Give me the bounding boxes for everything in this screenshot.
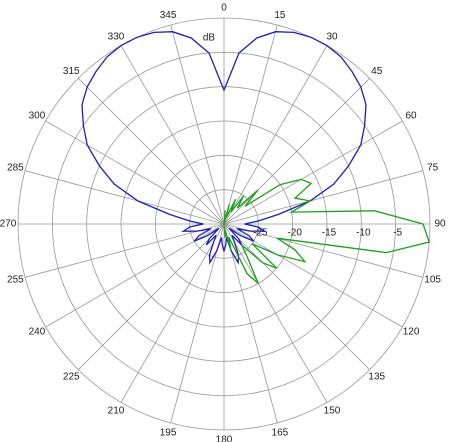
grid-spoke	[45, 120, 225, 225]
theta-tick-label: 180	[216, 435, 233, 442]
grid-spoke	[170, 24, 225, 225]
theta-tick-label: 255	[7, 275, 24, 286]
outer-ring	[17, 17, 431, 431]
grid-spoke	[120, 223, 225, 403]
theta-tick-label: 90	[434, 219, 446, 230]
grid-spoke	[223, 223, 278, 424]
theta-tick-label: 60	[405, 111, 417, 122]
theta-tick-label: 195	[160, 427, 177, 438]
series-line	[81, 31, 367, 265]
grid-spoke	[120, 45, 225, 225]
theta-tick-label: 15	[274, 10, 286, 21]
theta-tick-label: 345	[160, 10, 177, 21]
theta-tick-label: 30	[326, 32, 338, 43]
theta-tick-label: 165	[272, 427, 289, 438]
series-line	[223, 178, 431, 284]
theta-tick-label: 0	[221, 3, 227, 14]
grid-spoke	[223, 223, 370, 370]
grid-spoke	[78, 223, 225, 370]
r-tick-label: -20	[287, 228, 302, 239]
theta-tick-label: 45	[371, 66, 383, 77]
grid-spoke	[223, 223, 424, 278]
theta-tick-label: 240	[29, 327, 46, 338]
theta-tick-label: 225	[63, 371, 80, 382]
theta-tick-label: 285	[7, 163, 24, 174]
r-tick-label: -5	[393, 228, 402, 239]
grid-spoke	[223, 45, 328, 225]
theta-tick-label: 75	[427, 163, 439, 174]
grid-spoke	[223, 170, 424, 225]
grid-spoke	[223, 24, 278, 225]
grid-spoke	[24, 223, 225, 278]
r-tick-label: -10	[356, 228, 371, 239]
r-tick-label: -25	[253, 228, 268, 239]
grid-spoke	[24, 170, 225, 225]
theta-tick-label: 150	[324, 406, 341, 417]
theta-tick-label: 330	[108, 32, 125, 43]
r-axis-label: dB	[203, 33, 216, 44]
theta-tick-label: 105	[424, 275, 441, 286]
theta-tick-label: 315	[63, 66, 80, 77]
grid-spoke	[78, 78, 225, 225]
theta-tick-label: 120	[403, 327, 420, 338]
grid-spoke	[170, 223, 225, 424]
theta-tick-label: 270	[0, 219, 17, 230]
grid-spoke	[223, 120, 403, 225]
grid-spoke	[223, 78, 370, 225]
plot-area: 0 15 30 45 60 75 90 105 120 135 150 165 180 195 210 225…	[0, 3, 446, 442]
r-tick-label: -15	[322, 228, 337, 239]
theta-tick-label: 300	[29, 111, 46, 122]
theta-tick-label: 210	[108, 406, 125, 417]
theta-tick-label: 135	[368, 371, 385, 382]
grid-spoke	[223, 223, 328, 403]
